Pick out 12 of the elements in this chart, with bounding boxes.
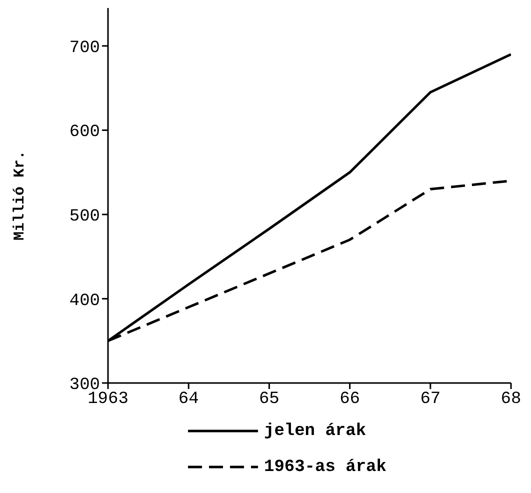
y-tick-label: 500 <box>69 207 100 226</box>
x-tick-label: 67 <box>420 390 441 410</box>
legend-label: 1963-as árak <box>264 458 386 476</box>
x-tick-label: 66 <box>340 390 360 410</box>
x-tick-label: 68 <box>500 390 522 410</box>
x-tick-label: 65 <box>258 390 280 410</box>
y-axis-title: Millió Kr. <box>11 150 28 241</box>
legend-label: jelen árak <box>264 422 366 440</box>
y-tick-label: 400 <box>69 292 100 311</box>
x-tick-label: 64 <box>178 390 199 410</box>
y-tick-label: 600 <box>69 123 100 142</box>
y-tick-label: 700 <box>69 38 100 58</box>
